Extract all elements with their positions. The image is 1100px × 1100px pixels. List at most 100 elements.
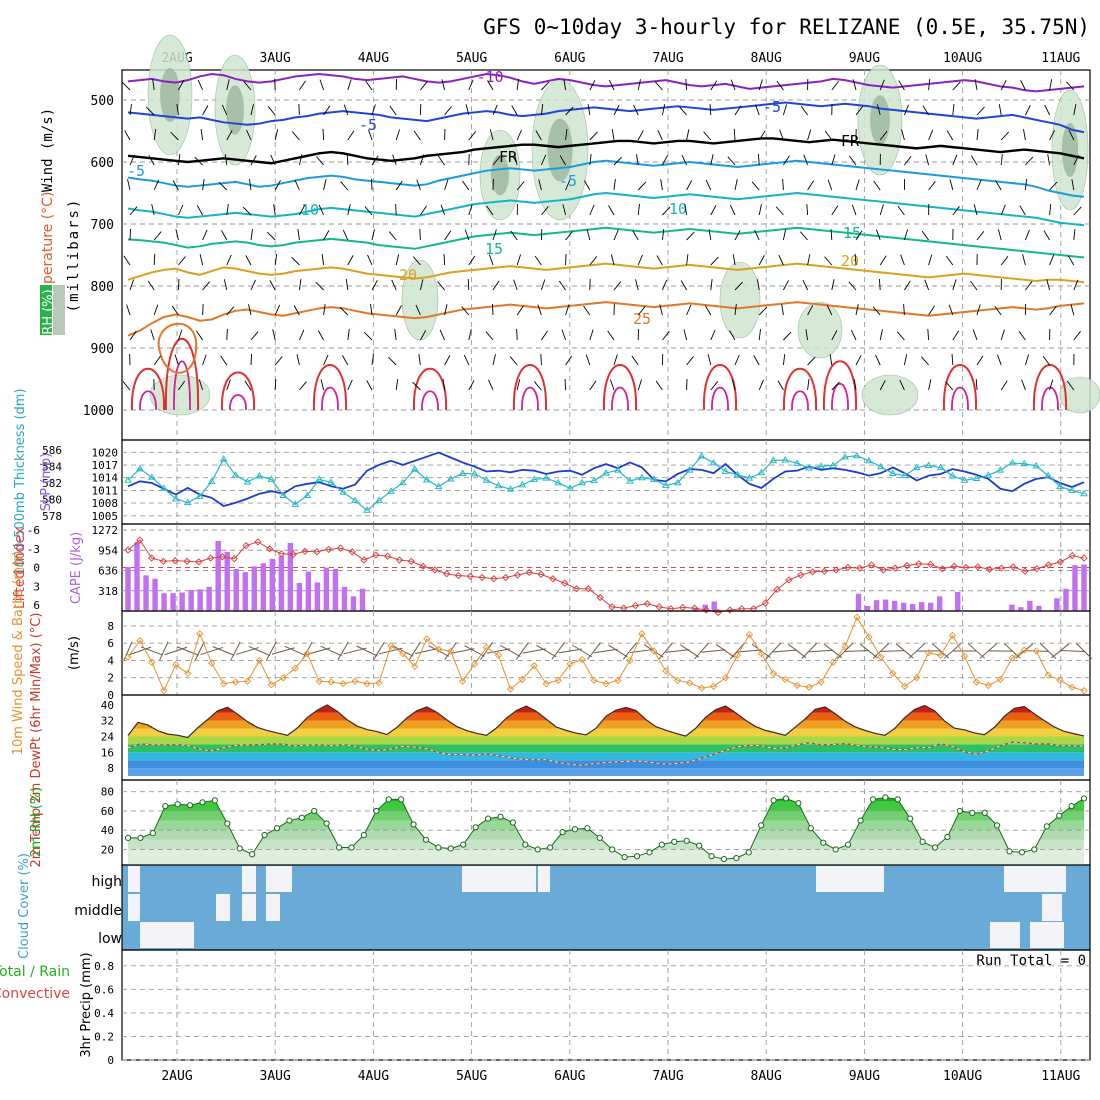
li-tick: 3 [33, 580, 40, 593]
wind-barb [540, 353, 542, 366]
wind-barb [1073, 331, 1081, 341]
wind-barb [537, 304, 542, 316]
date-label-top: 6AUG [554, 51, 585, 66]
wind-barb [516, 379, 521, 391]
rh-tick: 20 [101, 843, 114, 856]
wind-barb [928, 129, 934, 141]
wind-barb [565, 304, 570, 316]
wind-barb [665, 649, 690, 653]
isotherm-line [127, 226, 1085, 259]
data-point [1031, 846, 1038, 853]
data-point [702, 606, 710, 614]
wind-barb [589, 380, 597, 391]
wind-barb [371, 280, 378, 291]
wind-barb [613, 354, 618, 366]
data-point [566, 484, 575, 491]
wind-barb [637, 254, 643, 266]
wind-barb [197, 79, 204, 91]
cape-bar [278, 556, 285, 611]
wind-barb [1024, 104, 1031, 116]
wind-tick: 6 [107, 637, 114, 650]
data-point [662, 667, 670, 675]
wind-barb [807, 254, 811, 266]
wind-barb [1025, 281, 1033, 291]
wind-barb [200, 129, 204, 141]
data-point [148, 473, 156, 480]
data-point [339, 680, 347, 688]
data-point [757, 649, 765, 658]
wind-barb [734, 304, 737, 316]
wind-barb [1046, 279, 1051, 291]
data-point [696, 842, 703, 849]
data-point [757, 468, 766, 476]
wind-barb [274, 254, 278, 266]
data-point [530, 662, 538, 670]
data-point [960, 476, 969, 483]
wind-barb [876, 104, 881, 116]
wind-barb [226, 254, 232, 266]
contour-35 [421, 390, 439, 411]
contour-30 [512, 364, 548, 411]
contour-35 [791, 390, 809, 411]
wind-barb [831, 381, 840, 391]
wind-barb [734, 281, 743, 291]
wind-barb [613, 229, 619, 241]
data-point [817, 678, 825, 686]
data-point [853, 613, 861, 621]
data-point [805, 683, 813, 691]
cape-bar [260, 563, 266, 611]
data-point [502, 573, 510, 582]
wind-barb [758, 204, 762, 216]
cape-bar [143, 575, 149, 611]
wind-barb [1021, 379, 1026, 391]
data-point [758, 822, 765, 829]
cape-bar [1072, 565, 1078, 611]
data-point [219, 680, 228, 688]
data-point [1068, 803, 1075, 810]
thickness-tick: 582 [42, 477, 62, 490]
data-point [646, 849, 653, 856]
wind-barb [826, 304, 833, 316]
wind-barb [273, 204, 276, 216]
wind-barb [391, 279, 397, 291]
wind-barb [541, 81, 550, 91]
wind-barb [1060, 649, 1085, 653]
data-point [372, 551, 380, 559]
wind-barb [291, 256, 300, 266]
data-point [261, 831, 268, 839]
cape-bar [206, 586, 212, 611]
pressure-tick: 1000 [83, 404, 114, 419]
data-point [348, 844, 355, 851]
wind-barb [1042, 355, 1050, 366]
wind-barb [418, 354, 421, 366]
wind-tick: 0 [107, 689, 114, 702]
isotherm-label: 10 [669, 200, 687, 218]
wind-barb [199, 254, 204, 266]
data-point [584, 585, 592, 593]
temp-band [128, 720, 1084, 729]
wind-barb [249, 179, 252, 191]
data-point [925, 649, 933, 657]
cape-bar [1054, 598, 1060, 611]
cape-bar [855, 593, 862, 611]
data-point [136, 636, 144, 645]
wind-barb [952, 104, 955, 116]
data-point [948, 472, 957, 479]
data-point [506, 685, 515, 693]
wind-barb [783, 280, 789, 291]
axis-label-wind-units: (m/s) [67, 636, 82, 670]
isotherm-label: -5 [127, 162, 145, 180]
data-point [360, 556, 368, 564]
data-point [534, 846, 541, 853]
temp-tick: 24 [101, 731, 115, 744]
temp-band [128, 736, 1084, 745]
wind-barb [855, 304, 859, 316]
data-point [311, 807, 318, 815]
isotherm-line [127, 72, 1085, 93]
wind-barb [757, 153, 760, 166]
data-point [1080, 554, 1088, 562]
wind-barb [758, 79, 763, 91]
rh-band [128, 849, 1084, 865]
wind-barb [636, 154, 639, 166]
wind-barb [416, 179, 421, 191]
